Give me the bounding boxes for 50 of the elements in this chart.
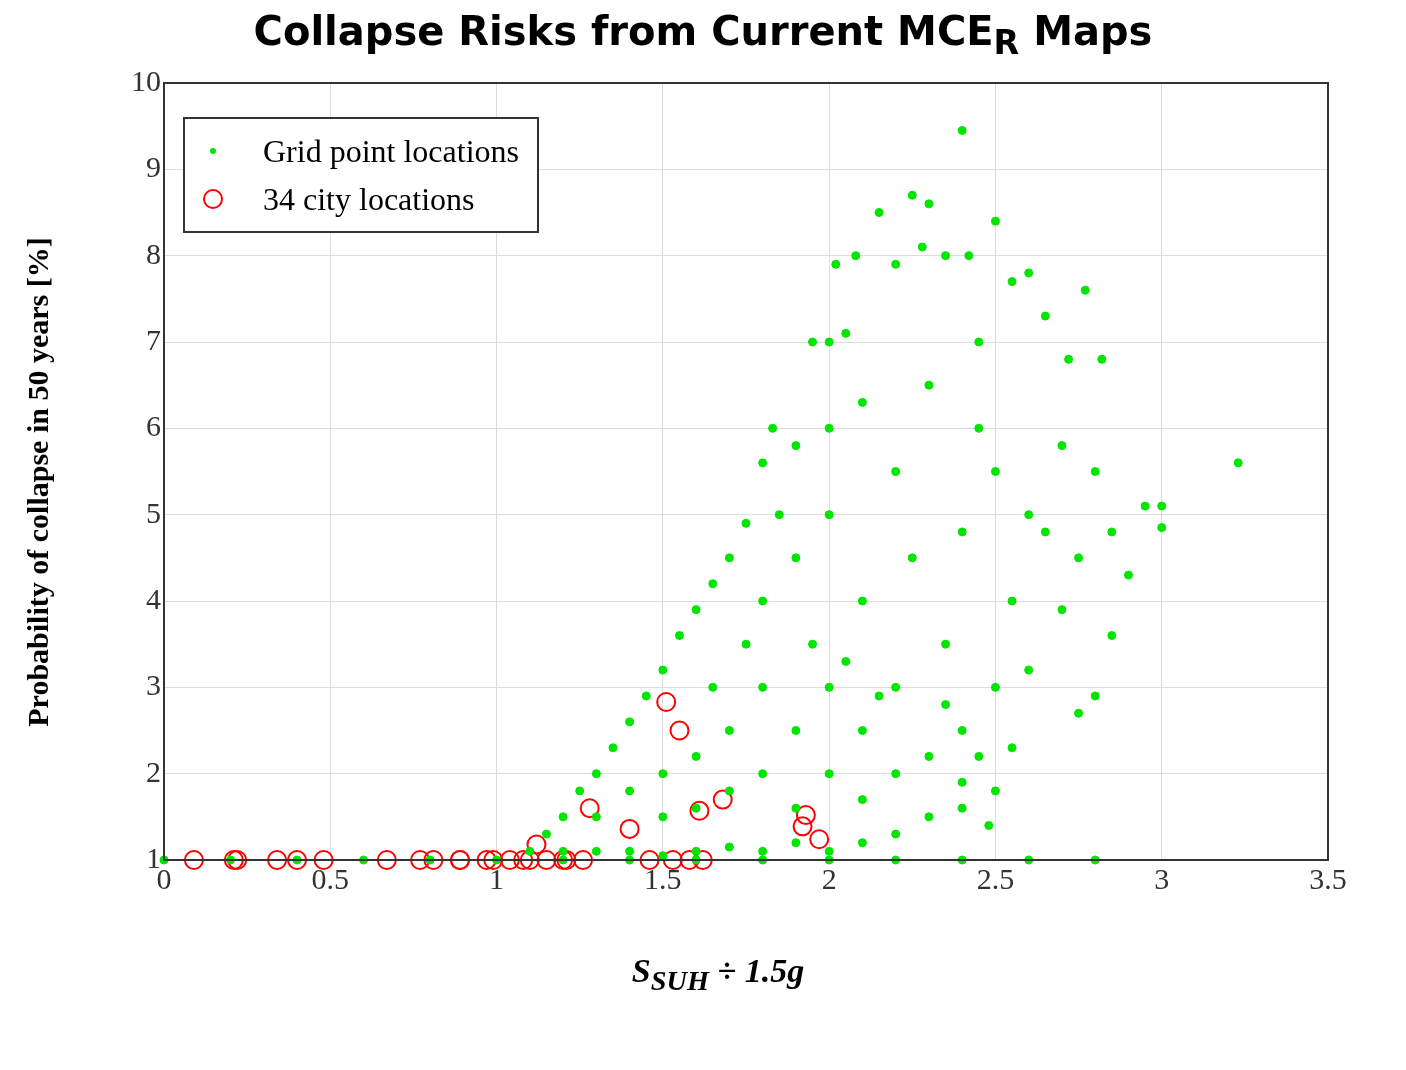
y-tick-label: 3	[146, 668, 161, 702]
point	[519, 850, 540, 870]
point	[423, 850, 444, 870]
point	[689, 800, 710, 821]
point	[410, 850, 431, 870]
point	[313, 850, 334, 870]
y-tick-label: 10	[131, 63, 161, 97]
y-tick-label: 7	[146, 322, 161, 356]
point	[513, 850, 534, 870]
point	[499, 850, 520, 870]
chart-title: Collapse Risks from Current MCE$_{R}$ Maps	[252, 8, 1154, 62]
y-tick-label: 6	[146, 409, 161, 443]
x-tick-label: 1.5	[644, 861, 682, 895]
point	[183, 850, 204, 870]
y-tick-label: 4	[146, 581, 161, 615]
y-axis-title: Probability of collapse in 50 years [%]	[21, 237, 55, 727]
point	[669, 720, 690, 741]
point	[795, 805, 816, 826]
point	[639, 850, 660, 870]
point	[536, 850, 557, 870]
x-tick-label: 0	[156, 861, 172, 895]
x-tick-label: 0.5	[311, 861, 350, 895]
point	[483, 850, 504, 870]
point	[662, 850, 683, 870]
point	[809, 829, 830, 850]
point	[376, 850, 397, 870]
point	[692, 850, 713, 870]
point	[712, 789, 733, 810]
legend-label: Grid point locations	[263, 132, 519, 171]
point	[287, 850, 308, 870]
legend-label: 34 city locations	[263, 180, 475, 219]
x-tick-label: 1	[489, 861, 505, 895]
point	[792, 816, 813, 837]
y-tick-label: 2	[146, 754, 161, 788]
y-tick-label: 5	[146, 495, 161, 529]
y-tick-label: 9	[146, 150, 161, 184]
point	[679, 850, 700, 870]
x-tick-label: 3	[1154, 861, 1170, 895]
x-tick-label: 3.5	[1309, 861, 1347, 895]
x-tick-label: 2.5	[976, 861, 1015, 895]
point	[267, 850, 288, 870]
point	[579, 798, 600, 819]
x-tick-label: 2	[821, 861, 837, 895]
y-tick-label: 8	[146, 236, 161, 270]
point	[656, 692, 677, 713]
point	[573, 850, 594, 870]
point	[526, 834, 547, 855]
x-axis-title: S$_{SUH}$ ÷ 1.5g	[630, 952, 806, 997]
point	[476, 850, 497, 870]
point	[619, 818, 640, 839]
